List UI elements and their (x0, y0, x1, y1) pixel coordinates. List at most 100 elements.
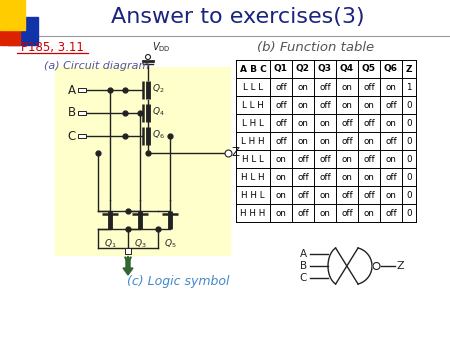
Text: Q6: Q6 (384, 65, 398, 73)
Text: $Q_3$: $Q_3$ (134, 238, 146, 250)
Text: on: on (275, 172, 287, 182)
Bar (0, 25, 20, 45)
Bar (125, 248, 131, 254)
Text: (b) Function table: (b) Function table (257, 41, 374, 53)
Text: on: on (342, 82, 352, 92)
Text: off: off (385, 100, 397, 110)
Text: off: off (275, 119, 287, 127)
Text: off: off (297, 172, 309, 182)
Text: $Q_2$: $Q_2$ (152, 83, 165, 95)
Text: off: off (319, 82, 331, 92)
Text: H L L: H L L (242, 154, 264, 164)
Bar (55, 67, 230, 255)
Text: off: off (319, 154, 331, 164)
Text: off: off (363, 119, 375, 127)
Text: on: on (342, 154, 352, 164)
FancyArrow shape (123, 258, 133, 275)
Text: A: A (300, 249, 307, 259)
Text: off: off (341, 209, 353, 217)
Text: L L L: L L L (243, 82, 263, 92)
Text: Q5: Q5 (362, 65, 376, 73)
Text: on: on (320, 137, 330, 145)
Text: off: off (385, 172, 397, 182)
Text: off: off (341, 191, 353, 199)
Text: 0: 0 (406, 191, 412, 199)
Text: on: on (386, 119, 396, 127)
Text: on: on (320, 191, 330, 199)
Text: $Q_5$: $Q_5$ (164, 238, 176, 250)
Text: Answer to exercises(3): Answer to exercises(3) (111, 7, 365, 27)
Text: 0: 0 (406, 119, 412, 127)
Text: L L H: L L H (242, 100, 264, 110)
Text: on: on (297, 82, 308, 92)
Text: on: on (364, 172, 374, 182)
Text: on: on (364, 209, 374, 217)
Text: on: on (386, 82, 396, 92)
Text: (c) Logic symbol: (c) Logic symbol (127, 274, 229, 288)
Text: on: on (320, 209, 330, 217)
Text: L H H: L H H (241, 137, 265, 145)
Bar (236, 60, 416, 222)
Text: on: on (386, 154, 396, 164)
Text: 0: 0 (406, 154, 412, 164)
Text: $Q_1$: $Q_1$ (104, 238, 116, 250)
Text: L H L: L H L (242, 119, 264, 127)
Text: H H H: H H H (240, 209, 266, 217)
Bar (78, 111, 86, 115)
Text: off: off (363, 154, 375, 164)
Text: (a) Circuit diagram: (a) Circuit diagram (44, 61, 150, 71)
Text: A B C: A B C (239, 65, 266, 73)
Text: on: on (275, 191, 287, 199)
Text: on: on (275, 154, 287, 164)
Text: Q4: Q4 (340, 65, 354, 73)
Text: H H L: H H L (241, 191, 265, 199)
Text: off: off (297, 154, 309, 164)
Bar (8, 17, 38, 45)
Text: B: B (300, 261, 307, 271)
Text: off: off (297, 209, 309, 217)
Text: B: B (68, 106, 76, 120)
Text: off: off (319, 172, 331, 182)
Text: on: on (342, 172, 352, 182)
Circle shape (145, 54, 150, 59)
Text: on: on (275, 209, 287, 217)
Text: 0: 0 (406, 172, 412, 182)
Text: H L H: H L H (241, 172, 265, 182)
Bar (125, 248, 131, 254)
Text: off: off (363, 82, 375, 92)
Text: off: off (319, 100, 331, 110)
Text: $V_{\rm DD}$: $V_{\rm DD}$ (152, 40, 171, 54)
Bar (78, 134, 86, 138)
Text: off: off (341, 137, 353, 145)
Bar (78, 88, 86, 92)
Text: Q2: Q2 (296, 65, 310, 73)
Text: on: on (364, 137, 374, 145)
Text: Z: Z (397, 261, 405, 271)
Text: on: on (297, 119, 308, 127)
Circle shape (373, 263, 380, 269)
Text: on: on (342, 100, 352, 110)
Bar (78, 88, 86, 92)
Text: off: off (385, 209, 397, 217)
Text: Z: Z (406, 65, 412, 73)
Text: Z: Z (231, 146, 239, 160)
Text: P185, 3.11: P185, 3.11 (21, 41, 83, 53)
Text: C: C (68, 129, 76, 143)
Text: off: off (363, 191, 375, 199)
Text: off: off (275, 137, 287, 145)
Text: C: C (300, 273, 307, 283)
Text: on: on (297, 137, 308, 145)
Text: 1: 1 (406, 82, 412, 92)
Text: off: off (275, 82, 287, 92)
Text: off: off (297, 191, 309, 199)
Text: A: A (68, 83, 76, 97)
Text: off: off (341, 119, 353, 127)
Bar (0, 0, 25, 30)
Text: on: on (320, 119, 330, 127)
Bar (78, 134, 86, 138)
Text: on: on (364, 100, 374, 110)
Text: off: off (275, 100, 287, 110)
Text: off: off (385, 137, 397, 145)
Text: on: on (297, 100, 308, 110)
Text: $Q_4$: $Q_4$ (152, 106, 165, 118)
